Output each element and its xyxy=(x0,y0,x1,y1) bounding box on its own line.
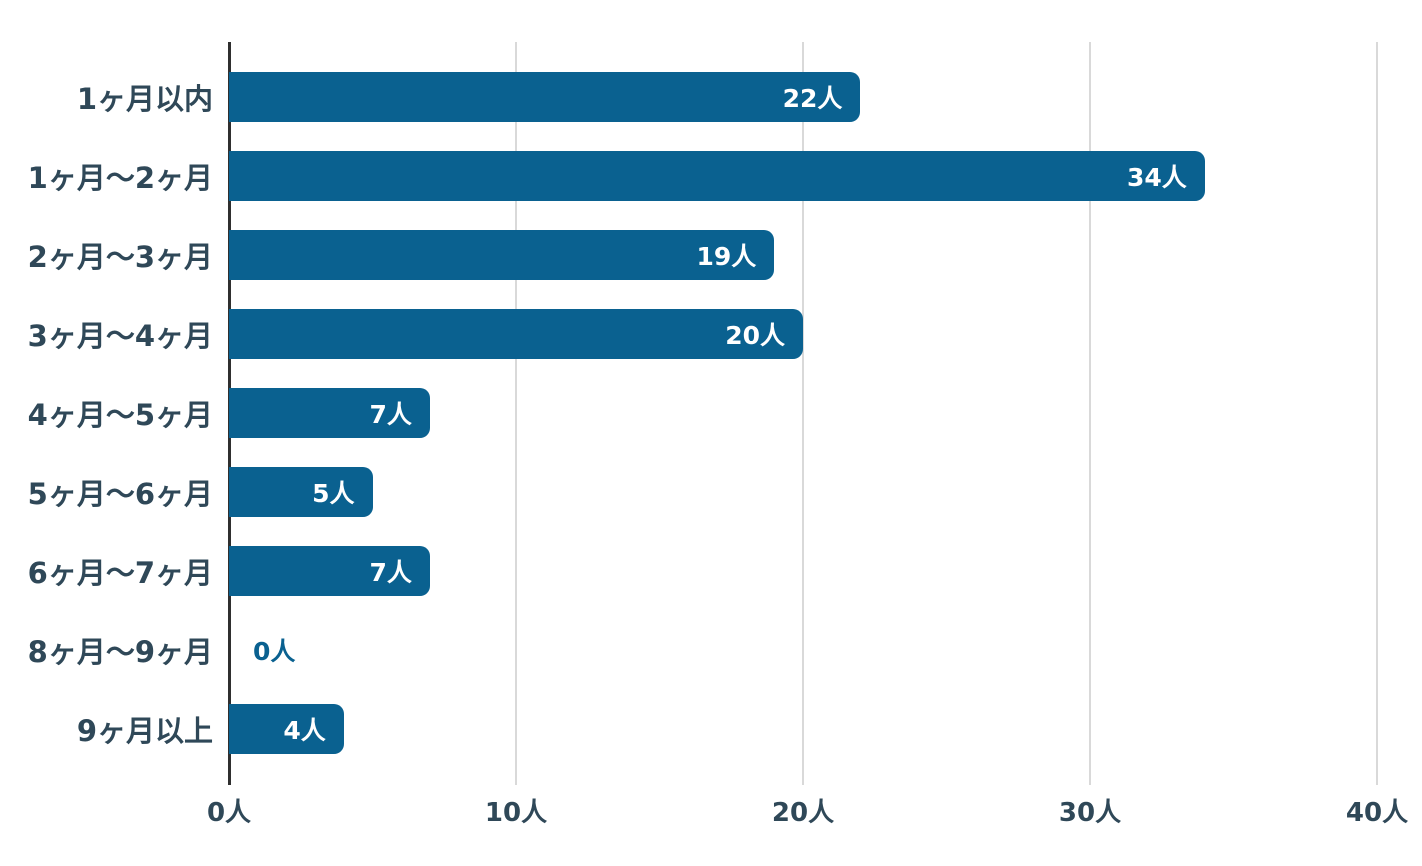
bar-value-label: 0人 xyxy=(253,636,296,666)
category-label: 9ヶ月以上 xyxy=(76,713,213,748)
x-tick-label: 40人 xyxy=(1345,798,1409,828)
bar-value-label: 5人 xyxy=(312,478,355,508)
x-tick-label: 10人 xyxy=(484,798,548,828)
bar: 7人 xyxy=(229,545,430,596)
bar-row: 22人 xyxy=(229,57,1377,136)
category-axis: 1ヶ月以内 1ヶ月〜2ヶ月 2ヶ月〜3ヶ月 3ヶ月〜4ヶ月 4ヶ月〜5ヶ月 5ヶ… xyxy=(0,57,213,768)
category-label: 8ヶ月〜9ヶ月 xyxy=(27,634,213,669)
bar-value-label: 34人 xyxy=(1127,162,1187,192)
bar-row: 5人 xyxy=(229,452,1377,531)
category-label: 5ヶ月〜6ヶ月 xyxy=(27,476,213,511)
bar-row: 20人 xyxy=(229,294,1377,373)
bar: 5人 xyxy=(229,466,373,517)
x-tick-label: 0人 xyxy=(206,798,252,828)
bars-container: 22人 34人 19人 20人 xyxy=(229,57,1377,768)
gridline-30 xyxy=(1089,42,1091,785)
bar-row: 34人 xyxy=(229,136,1377,215)
bar-row: 7人 xyxy=(229,373,1377,452)
x-tick-label: 30人 xyxy=(1058,798,1122,828)
category-label: 1ヶ月〜2ヶ月 xyxy=(27,160,213,195)
bar: 34人 xyxy=(229,150,1205,201)
bar-value-label: 7人 xyxy=(369,557,412,587)
category-label: 4ヶ月〜5ヶ月 xyxy=(27,397,213,432)
gridline-20 xyxy=(802,42,804,785)
bar-row: 4人 xyxy=(229,689,1377,768)
bar: 22人 xyxy=(229,71,861,122)
bar-row: 19人 xyxy=(229,215,1377,294)
x-axis: 0人 10人 20人 30人 40人 xyxy=(207,792,1408,832)
bar-row: 7人 xyxy=(229,531,1377,610)
bar: 19人 xyxy=(229,229,775,280)
bar-row: 0人 xyxy=(229,610,1377,689)
bar-value-label: 19人 xyxy=(696,241,757,271)
category-label: 3ヶ月〜4ヶ月 xyxy=(27,318,213,353)
gridline-10 xyxy=(515,42,517,785)
bar-value-label: 22人 xyxy=(782,83,843,113)
bar-value-label: 20人 xyxy=(725,320,785,350)
bar: 7人 xyxy=(229,387,430,438)
category-label: 6ヶ月〜7ヶ月 xyxy=(27,555,213,590)
gridline-40 xyxy=(1376,42,1378,785)
x-tick-label: 20人 xyxy=(771,798,835,828)
bar-value-label: 7人 xyxy=(369,399,412,429)
bar: 20人 xyxy=(229,308,803,359)
bar-value-label: 4人 xyxy=(283,715,326,745)
category-label: 1ヶ月以内 xyxy=(76,81,213,116)
bar: 4人 xyxy=(229,703,344,754)
category-label: 2ヶ月〜3ヶ月 xyxy=(27,239,213,274)
